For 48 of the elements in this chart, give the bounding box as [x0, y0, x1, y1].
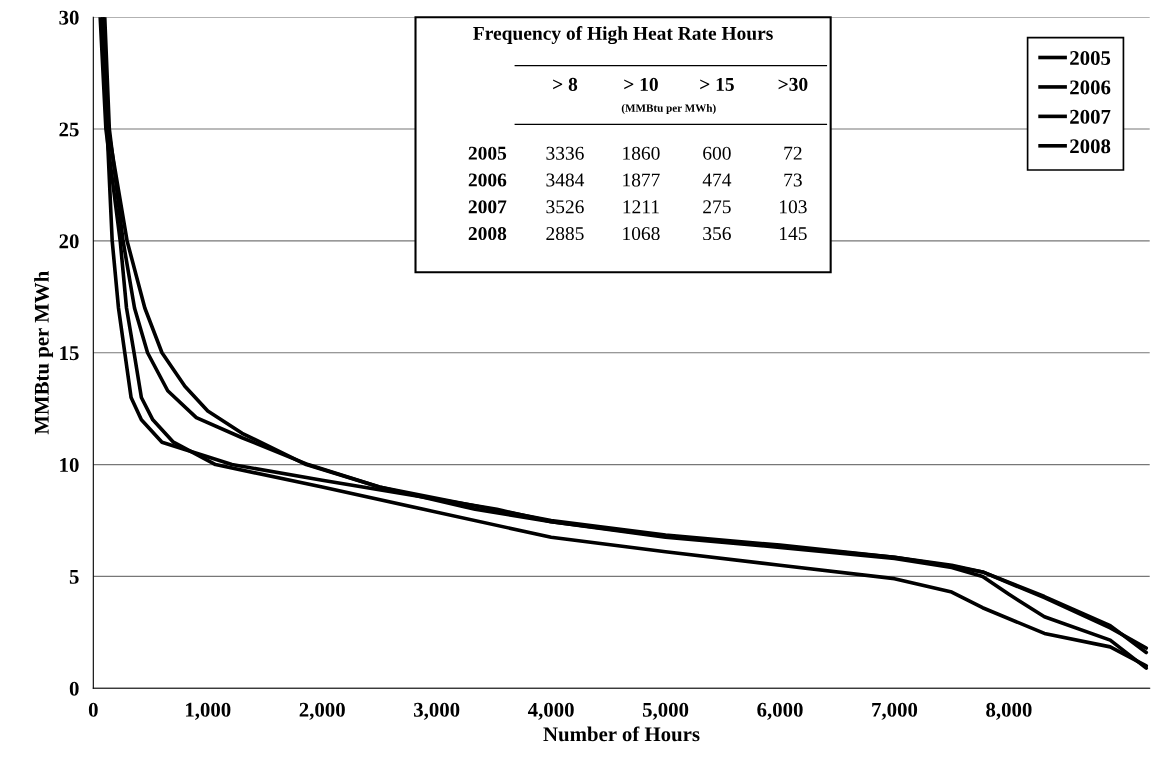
annotation: 3526	[546, 200, 584, 214]
x-tick-label: 4,000	[527, 702, 574, 720]
annotation: 600	[703, 146, 731, 160]
y-tick-label: 0	[69, 681, 79, 696]
y-tick-label: 10	[60, 457, 79, 473]
annotation: 2006	[468, 173, 507, 187]
legend-label: 2006	[1070, 80, 1111, 95]
x-tick-label: 0	[88, 702, 98, 717]
annotation: 73	[784, 173, 802, 187]
annotation: 2885	[546, 226, 584, 241]
annotation: 2005	[468, 146, 507, 160]
y-tick-label: 15	[60, 346, 79, 361]
annotation: 1211	[623, 200, 659, 214]
annotation: >30	[778, 77, 808, 91]
annotation: 72	[784, 146, 802, 160]
y-axis-title: MMBtu per MWh	[34, 271, 54, 435]
annotation: 1068	[623, 226, 660, 241]
annotation: 3336	[546, 146, 584, 160]
legend-label: 2007	[1070, 109, 1111, 124]
annotation: > 15	[700, 77, 734, 91]
x-tick-label: 3,000	[414, 702, 460, 720]
annotation: 2007	[468, 200, 507, 214]
annotation: 356	[703, 227, 731, 241]
annotation: 103	[780, 200, 807, 214]
x-axis-title: Number of Hours	[543, 726, 700, 742]
x-tick-label: 7,000	[872, 702, 918, 720]
annotation: 2008	[468, 226, 507, 241]
annotation: 474	[702, 173, 732, 187]
annotation: (MMBtu per MWh)	[621, 103, 716, 115]
y-tick-label: 5	[69, 570, 79, 584]
x-tick-label: 2,000	[299, 702, 345, 720]
y-tick-label: 20	[59, 234, 79, 249]
annotation: Frequency of High Heat Rate Hours	[473, 26, 773, 45]
legend-label: 2008	[1070, 139, 1111, 154]
legend-label: 2005	[1070, 50, 1111, 65]
y-tick-label: 30	[59, 10, 79, 25]
y-tick-label: 25	[59, 122, 79, 137]
annotation: 1860	[623, 146, 660, 160]
annotation: 145	[780, 227, 807, 241]
annotation: 1877	[623, 173, 660, 187]
x-tick-label: 6,000	[757, 702, 803, 720]
annotation: 275	[703, 200, 731, 214]
annotation: > 8	[553, 77, 578, 91]
x-tick-label: 1,000	[186, 702, 231, 720]
x-tick-label: 8,000	[986, 702, 1032, 720]
x-tick-label: 5,000	[642, 702, 689, 720]
annotation: > 10	[624, 77, 658, 91]
annotation: 3484	[546, 173, 585, 187]
